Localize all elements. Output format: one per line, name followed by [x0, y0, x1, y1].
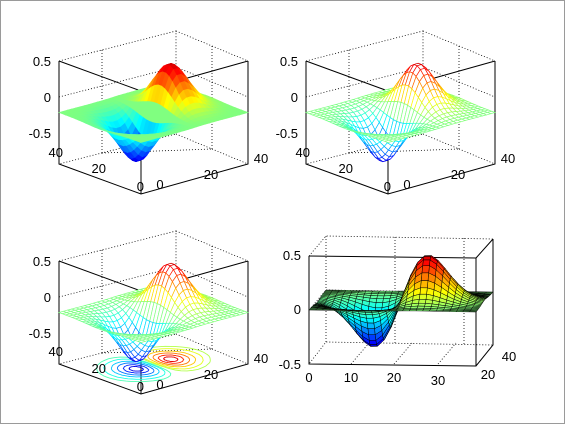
surface-patch [403, 310, 410, 311]
x-tick-label: 20 [387, 370, 401, 385]
surface-patch [421, 273, 428, 281]
z-tick-label: -0.5 [276, 126, 298, 141]
surface-patch [419, 299, 426, 303]
surface-patch [342, 310, 349, 311]
surface-patch [423, 256, 430, 260]
x-tick-label: 0 [156, 177, 163, 192]
surface-patch [369, 335, 376, 341]
surface-patch [389, 310, 396, 311]
surface-patch [375, 303, 382, 308]
x-tick-label: 40 [254, 151, 268, 166]
surface-patch [419, 294, 426, 299]
surface-patch [409, 310, 416, 311]
y-tick-label: 0 [137, 179, 144, 194]
z-tick-label: 0 [294, 302, 301, 317]
x-tick-label: 10 [344, 370, 358, 385]
y-tick-label: 20 [92, 361, 106, 376]
surface-patch [362, 311, 369, 312]
y-tick-label: 20 [481, 367, 495, 382]
surface-patch [456, 311, 463, 312]
z-tick-label: 0 [44, 290, 51, 305]
y-tick-label: 40 [49, 344, 63, 359]
subplot-1: 0.5 0 -0.5 40 20 0 0 20 40 [29, 31, 269, 194]
z-tick-label: 0 [291, 90, 298, 105]
z-tick-label: -0.5 [29, 326, 51, 341]
z-tick-label: 0 [44, 90, 51, 105]
x-tick-label: 20 [204, 167, 218, 182]
subplot-4: 0.5 0 -0.5 0 10 20 30 20 40 [279, 236, 517, 388]
surface-patch [469, 311, 476, 312]
z-tick-label: 0.5 [33, 54, 51, 69]
z-tick-label: 0.5 [33, 254, 51, 269]
contour-line [164, 357, 178, 362]
surface-patch [396, 310, 403, 311]
surface-patch [316, 309, 323, 310]
surface-patch [336, 310, 343, 311]
x-tick-label: 0 [156, 377, 163, 392]
surface-patch [356, 310, 363, 311]
z-tick-label: 0.5 [280, 54, 298, 69]
x-tick-label: 20 [451, 167, 465, 182]
surface-patch [377, 296, 384, 299]
z-tick-label: -0.5 [29, 126, 51, 141]
surface-patch [376, 311, 383, 312]
contour-plot [97, 346, 211, 381]
surface-patch [368, 329, 375, 335]
surface-patch [429, 310, 436, 311]
surface-patch [418, 303, 425, 306]
surface-patch [365, 312, 372, 314]
surface-patch [376, 299, 383, 303]
z-tick-label: 0.5 [283, 248, 301, 263]
z-tick-label: -0.5 [279, 357, 301, 372]
y-tick-label: 40 [49, 145, 63, 160]
surface-patch [449, 311, 456, 312]
x-tick-label: 20 [204, 367, 218, 382]
surface-patch [367, 323, 374, 329]
surface-patch [329, 310, 336, 311]
surface-patch [443, 310, 450, 311]
surface-patch [422, 266, 429, 273]
x-tick-label: 40 [501, 151, 515, 166]
surface-patch [420, 288, 427, 294]
mesh-plot [306, 63, 495, 161]
surf-plot [309, 256, 493, 347]
contour-line [158, 355, 184, 363]
surface-patch [349, 310, 356, 311]
surface-patch [367, 318, 374, 323]
surface-patch [383, 310, 390, 311]
surface-patch [436, 310, 443, 311]
x-tick-label: 40 [254, 351, 268, 366]
y-tick-label: 40 [502, 349, 516, 364]
surface-patch [366, 315, 373, 319]
y-tick-label: 40 [296, 145, 310, 160]
y-tick-label: 20 [92, 161, 106, 176]
surface-patch [416, 310, 423, 311]
surface-plot [59, 63, 248, 161]
surface-patch [423, 260, 430, 266]
surface-patch [369, 340, 376, 344]
x-tick-label: 0 [403, 177, 410, 192]
surface-patch [463, 311, 470, 312]
surface-patch [322, 310, 329, 311]
surface-patch [423, 310, 430, 311]
surface-patch [421, 281, 428, 288]
subplot-3: 0.5 0 -0.5 40 20 0 0 20 40 [29, 231, 269, 394]
y-tick-label: 20 [339, 161, 353, 176]
surface-patch [309, 309, 316, 310]
x-tick-label: 0 [305, 370, 312, 385]
surface-patch [370, 344, 377, 346]
y-tick-label: 0 [137, 379, 144, 394]
y-tick-label: 0 [384, 179, 391, 194]
x-tick-label: 30 [431, 373, 445, 388]
subplot-2: 0.5 0 -0.5 40 20 0 0 20 40 [276, 31, 516, 194]
contour-line [123, 365, 149, 373]
